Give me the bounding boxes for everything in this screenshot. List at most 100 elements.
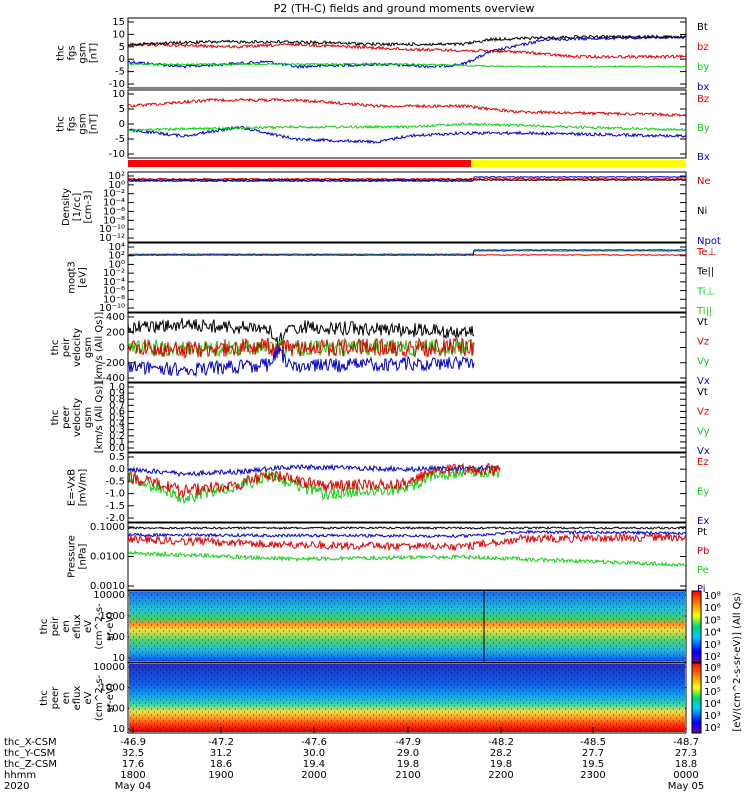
colorbar-tick: 10⁶ xyxy=(704,603,721,614)
y-tick-label: 0.9 xyxy=(109,388,125,399)
y-tick-label: 0.5 xyxy=(109,452,125,463)
y-tick-label: 15 xyxy=(112,17,125,28)
panel-frame-fgs_gsm xyxy=(127,17,687,89)
x-axis-value: 19.8 xyxy=(397,759,419,770)
y-tick-label: 10⁻⁸ xyxy=(103,215,125,226)
pt-line xyxy=(128,526,686,531)
y-tick-label: 10² xyxy=(108,251,125,262)
x-axis-value: May 04 xyxy=(115,781,152,792)
y-tick-label: 10⁻⁶ xyxy=(103,286,125,297)
y-tick-label: 0 xyxy=(119,343,125,354)
peir-velocity-series xyxy=(127,317,475,378)
y-tick-label: 10⁻⁴ xyxy=(103,198,125,209)
y-axis-label: peer xyxy=(50,686,61,710)
y-tick-label: 10⁻¹⁰ xyxy=(99,303,125,314)
y-tick-label: -10 xyxy=(109,79,125,90)
fgs2-series xyxy=(128,97,686,145)
y-axis-label: sr-eV) xyxy=(105,683,116,712)
pe-line xyxy=(128,550,686,568)
y-tick-label: 5 xyxy=(119,104,125,115)
legend-entry: Bx xyxy=(697,152,710,163)
x-axis-value: 17.6 xyxy=(122,759,144,770)
legend-entry: Vz xyxy=(697,337,709,348)
y-tick-label: 10000 xyxy=(93,662,125,673)
y-axis-label: gsm xyxy=(83,337,94,358)
x-axis-row-label: thc_Y-CSM xyxy=(4,748,55,759)
x-axis-value: 2100 xyxy=(395,770,420,781)
x-axis-value: -46.9 xyxy=(120,737,146,748)
x-axis-value: 0000 xyxy=(673,770,698,781)
legend-entry: Vy xyxy=(697,356,710,367)
y-tick-label: 0.4 xyxy=(109,419,125,430)
y-tick-label: 0.0100 xyxy=(90,552,125,563)
vt-line xyxy=(127,317,475,349)
y-axis-label: (cm^2-s- xyxy=(94,603,105,650)
y-axis-label: Density xyxy=(61,188,72,226)
vy-line xyxy=(127,338,475,358)
legend-entry: Ni xyxy=(697,206,707,217)
y-tick-label: 0 xyxy=(119,119,125,130)
x-axis-value: 27.3 xyxy=(675,748,697,759)
temp-series xyxy=(128,249,686,257)
y-axis-label: peir xyxy=(61,337,72,357)
y-tick-label: 10⁰ xyxy=(108,259,125,270)
x-axis-value: 19.4 xyxy=(303,759,325,770)
x-axis-value: -48.5 xyxy=(580,737,606,748)
y-axis-label: gsm xyxy=(78,42,89,63)
y-axis-label: gsm xyxy=(78,113,89,134)
x-axis-value: -47.2 xyxy=(208,737,234,748)
y-tick-label: 10 xyxy=(112,89,125,100)
y-tick-label: 0.2 xyxy=(109,431,125,442)
y-tick-label: -5 xyxy=(115,67,125,78)
x-axis-value: 19.8 xyxy=(490,759,512,770)
y-tick-label: 200 xyxy=(106,327,125,338)
y-tick-label: 0.7 xyxy=(109,400,125,411)
y-tick-label: 0.1000 xyxy=(90,522,125,533)
colorbar-tick: 10⁸ xyxy=(704,591,721,602)
panel-frame-fgs_gsm2 xyxy=(127,89,687,159)
x-axis-value: 32.5 xyxy=(122,748,144,759)
legend-entry: Pt xyxy=(697,527,707,538)
y-axis-label: [nT] xyxy=(89,114,100,134)
npot-line xyxy=(128,175,686,183)
y-tick-label: -1.5 xyxy=(105,501,125,512)
y-axis-label: thc xyxy=(50,410,61,426)
y-tick-label: 10⁴ xyxy=(108,242,125,253)
x-axis-value: 19.5 xyxy=(582,759,604,770)
colorbar xyxy=(691,590,702,663)
y-axis-label: [mV/m] xyxy=(78,469,89,507)
y-axis-label: gsm xyxy=(83,407,94,428)
y-axis-label: velocity xyxy=(72,398,83,437)
x-axis-value: 27.7 xyxy=(582,748,604,759)
y-axis-label: eV xyxy=(83,620,94,633)
y-tick-label: 10000 xyxy=(93,590,125,601)
y-axis-label: moqt3 xyxy=(67,261,78,294)
x-axis-row-label: 2020 xyxy=(4,781,29,792)
y-tick-label: -0.5 xyxy=(105,476,125,487)
legend-entry: Te|| xyxy=(696,267,714,278)
y-tick-label: 0.1 xyxy=(109,437,125,448)
y-tick-label: 1000 xyxy=(100,683,125,694)
legend-entry: Vt xyxy=(697,387,708,398)
colorbar-tick: 10² xyxy=(704,723,721,734)
colorbar-label: [eV/(cm^2-s-sr-eV)] (All Qs) xyxy=(732,592,743,731)
colorbar-tick: 10⁵ xyxy=(704,687,721,698)
region-bar-red xyxy=(128,160,471,167)
y-axis-label: peir xyxy=(50,616,61,636)
y-tick-label: -10 xyxy=(109,149,125,160)
legend-entry: by xyxy=(697,62,709,73)
ez-line xyxy=(127,462,501,498)
x-axis-value: 1800 xyxy=(120,770,145,781)
y-axis-label: velocity xyxy=(72,328,83,367)
y-axis-label: fgs xyxy=(67,45,78,60)
y-tick-label: 100 xyxy=(106,703,125,714)
x-axis-value: 18.8 xyxy=(675,759,697,770)
legend-entry: Npot xyxy=(697,236,721,247)
y-tick-label: 10² xyxy=(108,171,125,182)
y-tick-label: 0 xyxy=(119,54,125,65)
legend-entry: Ey xyxy=(697,487,709,498)
y-tick-label: 0.0 xyxy=(109,443,125,454)
y-axis-label: en xyxy=(61,692,72,705)
bt-line xyxy=(128,34,686,47)
x-axis-value: 31.2 xyxy=(210,748,232,759)
